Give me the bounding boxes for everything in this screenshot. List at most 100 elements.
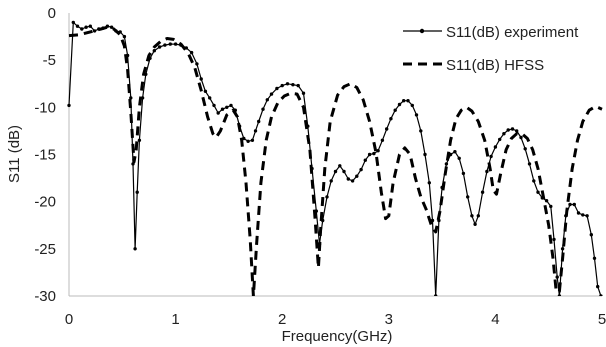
experiment-data-point: [225, 105, 229, 110]
experiment-data-point: [402, 99, 406, 103]
experiment-data-point: [333, 169, 338, 174]
experiment-data-point: [203, 89, 208, 94]
series-line-experiment: [68, 21, 602, 296]
x-tick-labels: 0 1 2 3 4 5: [65, 311, 606, 328]
experiment-data-point: [173, 42, 178, 46]
experiment-data-point: [220, 107, 225, 111]
experiment-data-point: [75, 24, 80, 28]
experiment-data-point: [84, 25, 88, 29]
experiment-data-point: [88, 24, 93, 28]
experiment-data-point: [555, 275, 559, 279]
experiment-data-point: [280, 83, 284, 88]
experiment-data-point: [208, 96, 212, 100]
experiment-data-point: [549, 204, 553, 209]
x-tick-label: 3: [385, 311, 393, 328]
y-tick-label: 0: [48, 5, 56, 22]
experiment-data-point: [363, 158, 367, 162]
legend-hfss-label: S11(dB) HFSS: [446, 57, 544, 74]
y-tick-label: -25: [34, 241, 56, 258]
experiment-data-point: [572, 202, 576, 207]
experiment-data-point: [355, 174, 359, 178]
experiment-data-point: [342, 169, 346, 174]
experiment-data-point: [536, 190, 540, 194]
experiment-data-point: [325, 195, 329, 199]
experiment-data-point: [544, 199, 549, 203]
experiment-data-point: [466, 195, 470, 199]
series-line-hfss: [68, 25, 603, 296]
experiment-data-point: [359, 167, 363, 172]
experiment-data-point: [80, 27, 84, 31]
x-tick-label: 0: [65, 311, 73, 328]
experiment-data-point: [434, 294, 438, 296]
experiment-data-point: [212, 103, 216, 108]
experiment-data-point: [532, 179, 536, 183]
experiment-data-point: [338, 164, 342, 168]
experiment-data-point: [296, 83, 300, 88]
experiment-data-point: [523, 147, 527, 151]
y-tick-label: -20: [34, 194, 56, 211]
experiment-data-point: [596, 284, 600, 289]
experiment-data-point: [135, 190, 139, 194]
experiment-data-point: [419, 129, 423, 133]
experiment-data-point: [71, 20, 76, 25]
experiment-data-point: [350, 179, 355, 183]
experiment-data-point: [502, 132, 506, 136]
experiment-data-point: [397, 102, 402, 107]
experiment-data-point: [410, 103, 414, 108]
y-tick-labels: 0 -5 -10 -15 -20 -25 -30: [34, 5, 56, 305]
experiment-data-point: [109, 25, 114, 29]
axes: [68, 13, 602, 297]
experiment-data-point: [473, 222, 477, 226]
experiment-data-point: [122, 34, 127, 39]
y-tick-label: -10: [34, 99, 56, 116]
y-tick-label: -5: [43, 52, 56, 69]
experiment-data-point: [285, 82, 290, 86]
experiment-data-point: [216, 111, 220, 115]
experiment-data-point: [457, 156, 461, 160]
experiment-data-point: [414, 113, 419, 117]
experiment-data-point: [557, 294, 562, 296]
experiment-data-point: [506, 128, 510, 132]
y-tick-label: -30: [34, 288, 56, 305]
experiment-data-point: [453, 150, 457, 154]
x-tick-label: 4: [491, 311, 499, 328]
experiment-data-point: [393, 108, 397, 112]
experiment-data-point: [493, 145, 498, 149]
y-axis-title: S11 (dB): [6, 125, 23, 183]
experiment-data-point: [527, 162, 532, 166]
experiment-data-point: [199, 77, 203, 81]
legend-experiment-marker: [419, 28, 425, 34]
experiment-data-point: [152, 49, 156, 53]
experiment-data-point: [461, 171, 466, 176]
experiment-data-point: [261, 107, 265, 111]
experiment-data-point: [246, 139, 250, 143]
legend-experiment-label: S11(dB) experiment: [446, 24, 579, 41]
experiment-data-point: [157, 45, 162, 49]
experiment-data-point: [195, 62, 199, 66]
experiment-data-point: [367, 152, 372, 157]
experiment-data-point: [67, 103, 71, 108]
experiment-data-point: [423, 152, 427, 157]
experiment-data-point: [301, 91, 306, 95]
experiment-data-point: [137, 138, 142, 142]
experiment-data-point: [376, 149, 380, 153]
experiment-data-point: [250, 138, 255, 142]
experiment-data-point: [589, 233, 593, 237]
experiment-data-point: [189, 50, 194, 55]
experiment-data-point: [275, 86, 279, 91]
experiment-data-point: [380, 138, 385, 142]
experiment-data-point: [510, 127, 515, 131]
x-tick-label: 5: [598, 311, 606, 328]
experiment-data-point: [585, 214, 589, 218]
experiment-data-point: [519, 135, 523, 140]
experiment-data-point: [599, 294, 603, 296]
experiment-data-point: [498, 137, 502, 142]
legend: S11(dB) experiment S11(dB) HFSS: [403, 24, 579, 74]
experiment-data-point: [92, 29, 97, 33]
experiment-data-point: [253, 129, 258, 133]
experiment-data-point: [389, 117, 393, 121]
experiment-data-point: [329, 179, 333, 183]
experiment-data-point: [372, 151, 376, 156]
experiment-data-point: [476, 214, 480, 218]
experiment-data-point: [346, 177, 350, 181]
